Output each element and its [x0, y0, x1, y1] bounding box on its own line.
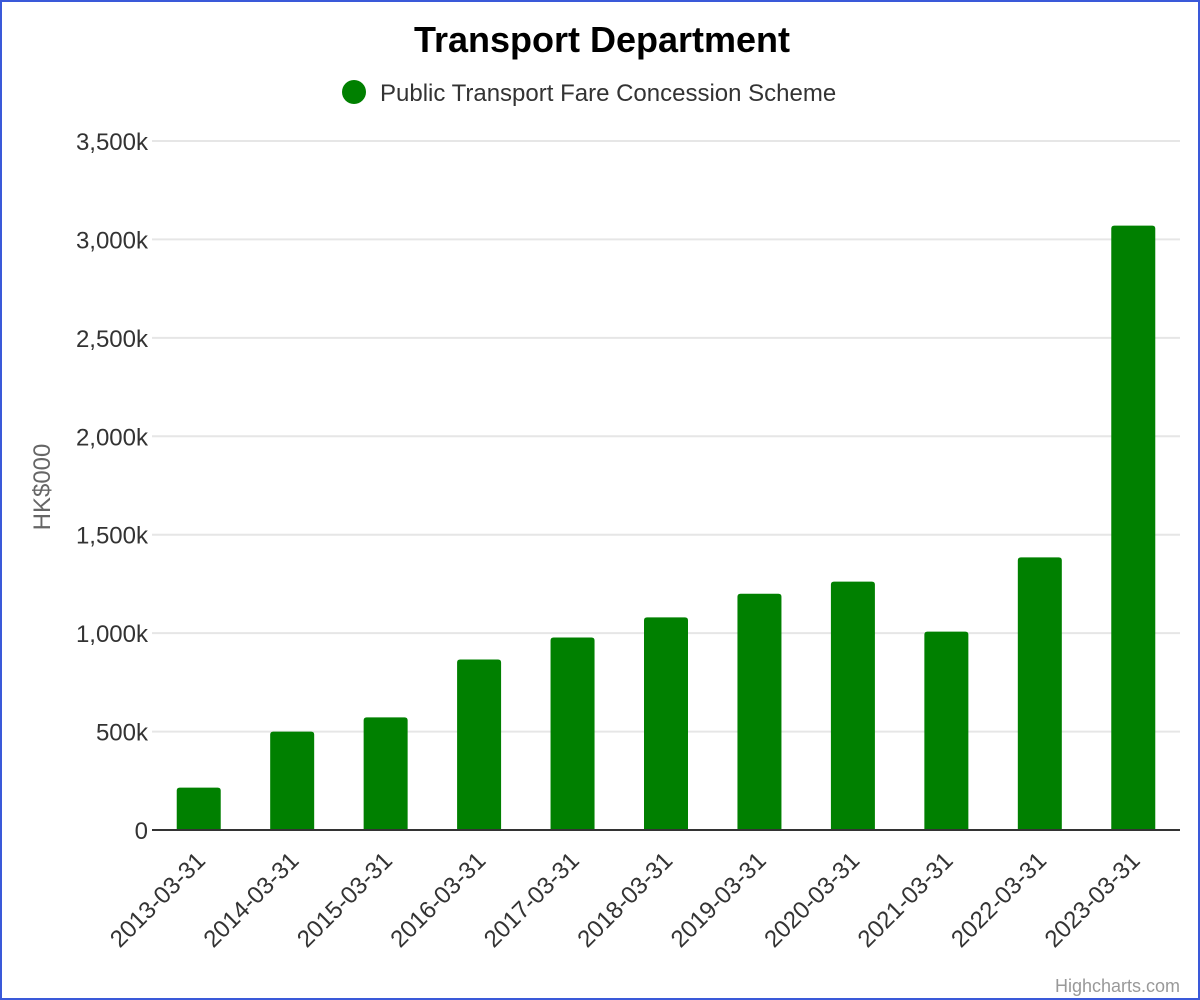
y-tick-label: 2,500k — [76, 326, 149, 353]
bar-series — [176, 225, 1156, 831]
bar[interactable] — [176, 787, 221, 830]
bar[interactable] — [1017, 557, 1062, 830]
x-tick-label: 2016-03-31 — [385, 847, 491, 953]
x-tick-label: 2017-03-31 — [479, 847, 585, 953]
bar[interactable] — [550, 637, 595, 830]
bar[interactable] — [737, 593, 782, 830]
bar[interactable] — [1111, 225, 1156, 831]
grid-lines — [152, 140, 1180, 733]
y-axis-title: HK$000 — [29, 444, 56, 531]
x-tick-label: 2018-03-31 — [572, 847, 678, 953]
y-tick-label: 3,500k — [76, 129, 149, 156]
legend-marker-icon[interactable] — [342, 80, 366, 104]
x-tick-label: 2015-03-31 — [292, 847, 398, 953]
x-tick-label: 2013-03-31 — [105, 847, 211, 953]
x-tick-label: 2022-03-31 — [946, 847, 1052, 953]
y-tick-label: 500k — [96, 720, 149, 747]
x-tick-label: 2019-03-31 — [666, 847, 772, 953]
legend-item-label[interactable]: Public Transport Fare Concession Scheme — [380, 80, 836, 107]
bar[interactable] — [270, 731, 315, 830]
bar[interactable] — [363, 717, 408, 830]
legend[interactable]: Public Transport Fare Concession Scheme — [342, 80, 836, 107]
bar[interactable] — [830, 581, 875, 830]
y-tick-label: 2,000k — [76, 424, 149, 451]
credits-link[interactable]: Highcharts.com — [1055, 976, 1180, 996]
x-tick-label: 2023-03-31 — [1040, 847, 1146, 953]
y-tick-label: 1,000k — [76, 621, 149, 648]
y-tick-label: 3,000k — [76, 227, 149, 254]
x-axis-ticks: 2013-03-312014-03-312015-03-312016-03-31… — [105, 829, 1180, 953]
y-tick-label: 1,500k — [76, 523, 149, 550]
x-tick-label: 2021-03-31 — [853, 847, 959, 953]
y-tick-label: 0 — [135, 818, 148, 845]
bar[interactable] — [924, 631, 969, 830]
chart-title: Transport Department — [414, 19, 790, 60]
x-tick-label: 2020-03-31 — [759, 847, 865, 953]
y-axis-ticks: 0 500k 1,000k 1,500k 2,000k 2,500k 3,000k 3,500… — [76, 129, 149, 845]
bar[interactable] — [644, 617, 688, 830]
x-tick-label: 2014-03-31 — [199, 847, 305, 953]
bar[interactable] — [457, 659, 502, 830]
